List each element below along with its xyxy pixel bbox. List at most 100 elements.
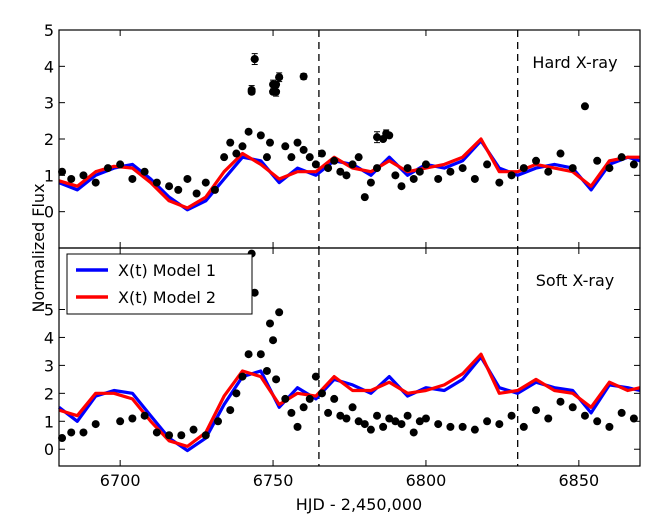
top-data-point bbox=[140, 167, 149, 176]
top-data-point bbox=[544, 167, 553, 176]
bottom-data-point bbox=[379, 422, 388, 431]
top-data-point bbox=[256, 131, 265, 140]
top-data-point bbox=[67, 174, 76, 183]
bottom-data-point bbox=[189, 425, 198, 434]
bottom-data-point bbox=[116, 417, 125, 426]
top-data-point bbox=[470, 174, 479, 183]
bottom-data-point bbox=[415, 417, 424, 426]
top-data-point bbox=[210, 185, 219, 194]
bottom-data-point bbox=[421, 414, 430, 423]
bottom-data-point bbox=[360, 420, 369, 429]
bottom-data-point bbox=[226, 406, 235, 415]
top-ytick-label: 5 bbox=[44, 21, 54, 40]
top-data-point bbox=[165, 182, 174, 191]
bottom-data-point bbox=[336, 411, 345, 420]
top-data-point bbox=[580, 102, 589, 111]
legend-label-1: X(t) Model 1 bbox=[118, 261, 216, 280]
top-data-point bbox=[174, 185, 183, 194]
top-data-point bbox=[373, 164, 382, 173]
bottom-data-point bbox=[244, 350, 253, 359]
top-data-point bbox=[299, 145, 308, 154]
bottom-data-point bbox=[91, 420, 100, 429]
bottom-data-point bbox=[201, 431, 210, 440]
top-data-point bbox=[262, 153, 271, 162]
bottom-data-point bbox=[391, 417, 400, 426]
bottom-data-point bbox=[287, 408, 296, 417]
top-data-point bbox=[79, 171, 88, 180]
top-errorbar-point bbox=[272, 87, 281, 96]
top-data-point bbox=[128, 174, 137, 183]
bottom-ytick-label: 4 bbox=[44, 328, 54, 347]
top-data-point bbox=[446, 167, 455, 176]
bottom-data-point bbox=[544, 414, 553, 423]
bottom-data-point bbox=[305, 394, 314, 403]
top-data-point bbox=[421, 160, 430, 169]
top-data-point bbox=[152, 178, 161, 187]
bottom-data-point bbox=[232, 389, 241, 398]
x-tick-label: 6750 bbox=[253, 471, 294, 490]
bottom-data-point bbox=[617, 408, 626, 417]
bottom-annotation: Soft X-ray bbox=[536, 271, 614, 290]
top-data-point bbox=[409, 174, 418, 183]
top-data-point bbox=[317, 149, 326, 158]
top-errorbar-point bbox=[299, 72, 308, 81]
top-data-point bbox=[281, 142, 290, 151]
bottom-data-point bbox=[342, 414, 351, 423]
x-tick-label: 6800 bbox=[406, 471, 447, 490]
top-data-point bbox=[342, 171, 351, 180]
bottom-data-point bbox=[568, 403, 577, 412]
bottom-data-point bbox=[165, 431, 174, 440]
bottom-data-point bbox=[256, 350, 265, 359]
top-annotation: Hard X-ray bbox=[532, 53, 617, 72]
top-data-point bbox=[397, 182, 406, 191]
top-data-point bbox=[391, 171, 400, 180]
top-data-point bbox=[366, 178, 375, 187]
bottom-data-point bbox=[409, 428, 418, 437]
bottom-series-line-2 bbox=[58, 352, 641, 448]
bottom-ytick-label: 3 bbox=[44, 356, 54, 375]
top-data-point bbox=[324, 164, 333, 173]
top-data-point bbox=[617, 153, 626, 162]
bottom-data-point bbox=[470, 425, 479, 434]
top-data-point bbox=[183, 174, 192, 183]
top-data-point bbox=[629, 160, 638, 169]
bottom-data-point bbox=[67, 428, 76, 437]
top-data-point bbox=[265, 138, 274, 147]
top-data-point bbox=[593, 156, 602, 165]
top-errorbar-point bbox=[382, 129, 391, 138]
top-data-point bbox=[495, 178, 504, 187]
top-data-point bbox=[360, 193, 369, 202]
bottom-data-point bbox=[250, 288, 259, 297]
top-data-point bbox=[201, 178, 210, 187]
top-data-point bbox=[354, 153, 363, 162]
bottom-data-point bbox=[354, 417, 363, 426]
bottom-ytick-label: 0 bbox=[44, 440, 54, 459]
bottom-data-point bbox=[58, 434, 67, 443]
top-data-point bbox=[244, 127, 253, 136]
bottom-data-point bbox=[152, 428, 161, 437]
bottom-data-point bbox=[128, 414, 137, 423]
top-data-point bbox=[103, 164, 112, 173]
bottom-data-point bbox=[556, 397, 565, 406]
top-data-point bbox=[192, 189, 201, 198]
bottom-data-point bbox=[605, 422, 614, 431]
bottom-data-point bbox=[458, 422, 467, 431]
bottom-data-point bbox=[293, 422, 302, 431]
bottom-data-point bbox=[177, 431, 186, 440]
top-data-point bbox=[232, 149, 241, 158]
bottom-data-point bbox=[483, 417, 492, 426]
top-data-point bbox=[238, 142, 247, 151]
bottom-data-point bbox=[446, 422, 455, 431]
bottom-data-point bbox=[317, 389, 326, 398]
top-errorbar-point bbox=[269, 80, 278, 89]
top-data-point bbox=[568, 164, 577, 173]
top-data-point bbox=[415, 167, 424, 176]
top-errorbar-point bbox=[275, 73, 284, 82]
bottom-data-point bbox=[214, 417, 223, 426]
bottom-panel-frame bbox=[58, 247, 641, 467]
top-ytick-label: 3 bbox=[44, 94, 54, 113]
bottom-data-point bbox=[311, 372, 320, 381]
bottom-data-point bbox=[275, 308, 284, 317]
top-ytick-label: 2 bbox=[44, 130, 54, 149]
